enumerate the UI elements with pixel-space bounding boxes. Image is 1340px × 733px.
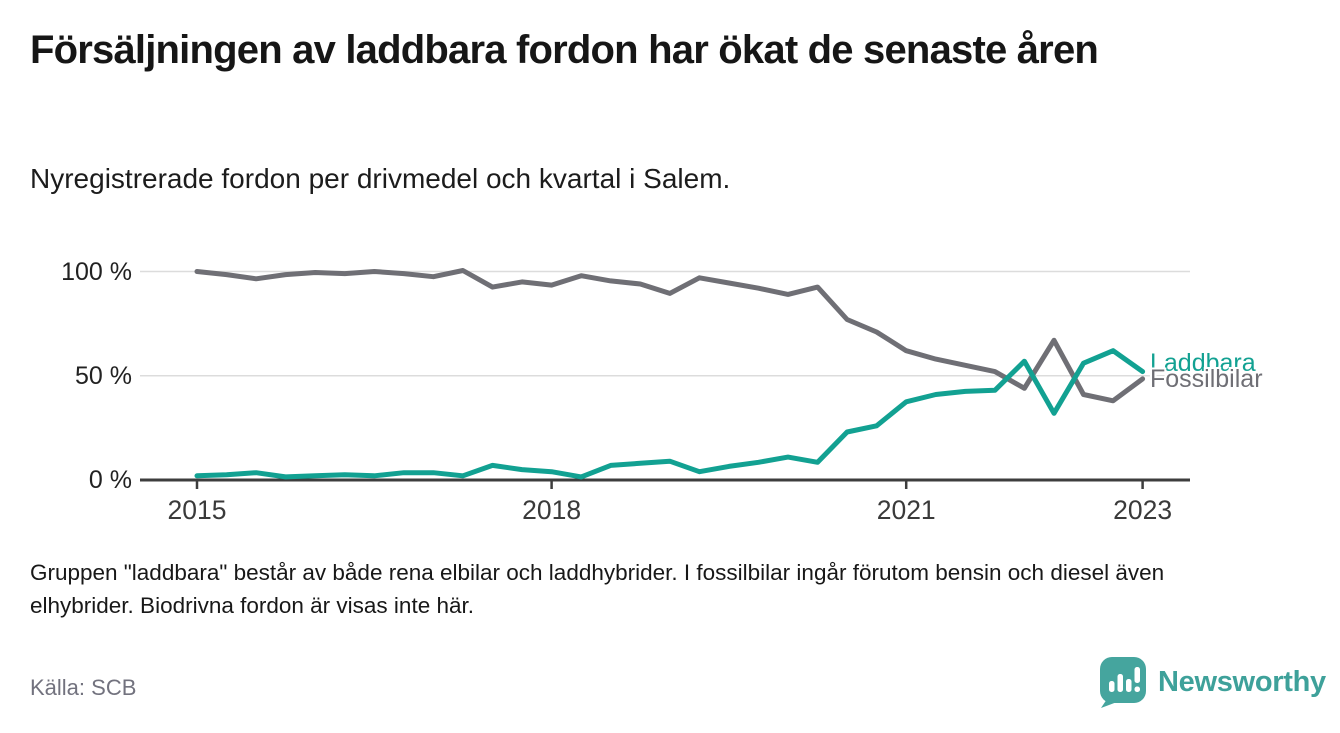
y-axis-tick-label: 100 %: [61, 257, 132, 286]
series-line-laddbara: [194, 348, 1146, 480]
series-label-laddbara: Laddbara: [1150, 349, 1256, 377]
y-axis-tick-label: 50 %: [75, 361, 132, 390]
x-axis-tick-label: 2018: [522, 495, 581, 525]
chart-subtitle: Nyregistrerade fordon per drivmedel och …: [30, 163, 731, 194]
x-axis-tick-label: 2015: [168, 495, 227, 525]
x-axis-tick-label: 2023: [1113, 495, 1172, 525]
newsworthy-logo: Newsworthy: [1098, 655, 1326, 709]
source-label: Källa: SCB: [30, 675, 137, 700]
series-line-fossilbilar: [194, 268, 1146, 404]
newsworthy-wordmark: Newsworthy: [1158, 665, 1326, 698]
series-label-fossilbilar: Fossilbilar: [1150, 365, 1263, 393]
line-chart: 2015 2018 2021 2023 Laddbara Fossilbilar 10…: [0, 240, 1340, 540]
footnote: Gruppen "laddbara" består av både rena e…: [30, 560, 1165, 618]
chart-title: Försäljningen av laddbara fordon har öka…: [30, 28, 1099, 72]
newsworthy-badge-chart-icon: [1100, 657, 1146, 708]
x-axis-tick-label: 2021: [877, 495, 936, 525]
chart-plot-area: 2015 2018 2021 2023: [140, 268, 1190, 525]
y-axis-tick-label: 0 %: [88, 466, 132, 494]
